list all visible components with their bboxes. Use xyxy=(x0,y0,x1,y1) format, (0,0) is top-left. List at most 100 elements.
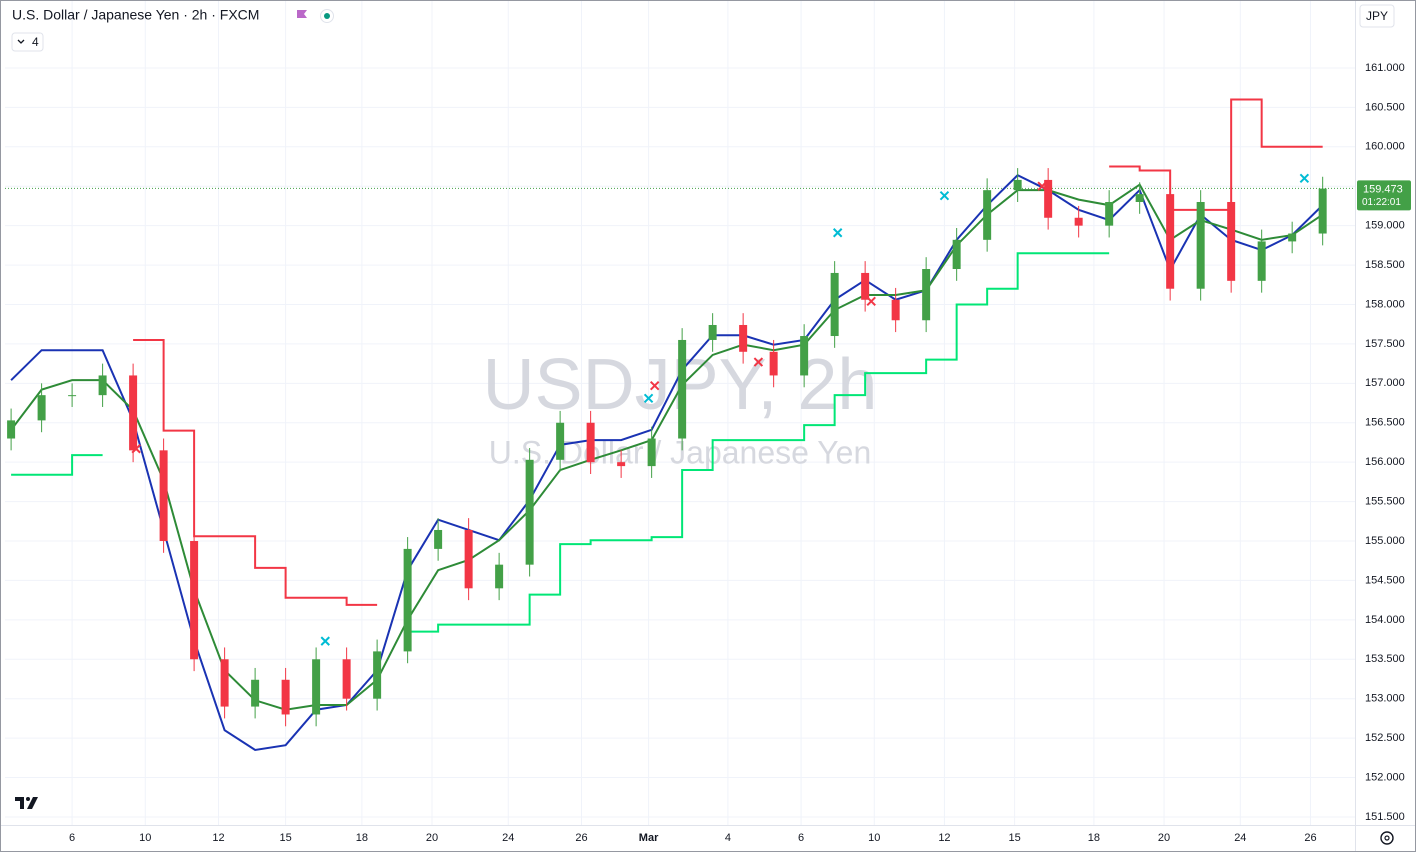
candle-body xyxy=(464,529,473,589)
y-tick-label: 154.500 xyxy=(1365,574,1405,586)
market-status[interactable] xyxy=(324,13,330,19)
moving-average xyxy=(10,173,1324,751)
candle-body xyxy=(1196,201,1205,289)
y-tick-label: 158.500 xyxy=(1365,259,1405,271)
y-tick-label: 153.000 xyxy=(1365,693,1405,705)
candle-body xyxy=(1318,188,1327,234)
x-tick-label: 15 xyxy=(279,832,291,844)
candle-body xyxy=(678,339,687,439)
signal-marker xyxy=(131,444,141,454)
signal-marker xyxy=(753,357,764,367)
candle-body xyxy=(525,459,534,565)
y-tick-label: 153.500 xyxy=(1365,653,1405,665)
gear-icon xyxy=(1380,831,1394,845)
candle-body xyxy=(373,651,382,699)
candle-body xyxy=(7,420,16,439)
y-tick-label: 160.500 xyxy=(1365,101,1405,113)
x-tick-label: 24 xyxy=(502,832,514,844)
y-tick-label: 158.000 xyxy=(1365,298,1405,310)
chevron-icon xyxy=(17,39,25,44)
candle-body xyxy=(312,659,321,715)
candle-body xyxy=(708,324,717,340)
y-tick-label: 151.500 xyxy=(1365,811,1405,823)
x-tick-label: 20 xyxy=(426,832,438,844)
symbol-title[interactable]: U.S. Dollar / Japanese Yen · 2h · FXCM xyxy=(12,7,259,23)
candle-body xyxy=(159,450,168,542)
x-tick-label: 20 xyxy=(1158,832,1170,844)
x-tick-label: 26 xyxy=(1304,832,1316,844)
band-line xyxy=(133,98,1323,606)
candle-body xyxy=(1074,217,1083,226)
candle-body xyxy=(129,375,138,451)
x-tick-label: 12 xyxy=(938,832,950,844)
indicator-count: 4 xyxy=(32,35,39,49)
signal-marker xyxy=(1037,181,1047,191)
candle-body xyxy=(891,299,900,321)
candle-body xyxy=(1105,201,1114,226)
signal-marker xyxy=(1299,173,1310,184)
candle-body xyxy=(37,395,46,421)
x-tick-label: 4 xyxy=(725,832,731,844)
candle-body xyxy=(952,239,961,270)
gear-center xyxy=(1384,835,1390,841)
candle-body xyxy=(617,462,626,467)
candle-body xyxy=(190,541,199,660)
candle-body xyxy=(251,679,260,707)
y-tick-label: 155.500 xyxy=(1365,495,1405,507)
x-tick-label: 6 xyxy=(69,832,75,844)
currency-button[interactable] xyxy=(1359,4,1395,28)
x-tick-label: 24 xyxy=(1234,832,1246,844)
legend-toggle[interactable] xyxy=(11,32,44,52)
y-tick-label: 156.500 xyxy=(1365,417,1405,429)
y-tick-label: 160.000 xyxy=(1365,141,1405,153)
y-tick-label: 157.500 xyxy=(1365,338,1405,350)
candle-body xyxy=(1135,194,1144,202)
y-tick-label: 154.000 xyxy=(1365,614,1405,626)
candle-body xyxy=(1288,233,1297,242)
settings-button[interactable] xyxy=(1380,831,1394,845)
x-tick-label: 12 xyxy=(212,832,224,844)
tradingview-logo[interactable] xyxy=(15,797,38,809)
currency-label: JPY xyxy=(1366,9,1388,23)
candle-body xyxy=(1044,179,1053,218)
signal-marker xyxy=(643,393,654,404)
axes: 151.500 152.000 152.500 153.000 153.500 154.0… xyxy=(69,62,1411,844)
candle-body xyxy=(281,679,290,715)
y-tick-label: 159.000 xyxy=(1365,220,1405,232)
candle-body xyxy=(1257,241,1266,281)
x-tick-label: 10 xyxy=(868,832,880,844)
candle-body xyxy=(830,272,839,337)
candle-body xyxy=(403,548,412,652)
y-tick-label: 155.000 xyxy=(1365,535,1405,547)
candle-body xyxy=(586,422,595,463)
logo-part xyxy=(27,797,38,809)
last-price-badge xyxy=(1357,180,1411,211)
y-tick-label: 152.500 xyxy=(1365,732,1405,744)
candle-body xyxy=(68,395,77,397)
candle-body xyxy=(98,375,107,396)
candle-body xyxy=(434,529,443,549)
x-tick-label: 6 xyxy=(798,832,804,844)
candle-body xyxy=(983,190,992,240)
x-tick-label: 18 xyxy=(356,832,368,844)
signal-marker xyxy=(866,296,876,307)
x-tick-label: Mar xyxy=(639,832,659,844)
candle-body xyxy=(495,564,504,589)
y-tick-label: 156.000 xyxy=(1365,456,1405,468)
status-ring xyxy=(320,9,334,23)
logo-part xyxy=(15,797,24,809)
candle-body xyxy=(769,351,778,376)
plot-area xyxy=(5,98,1355,751)
candle-body xyxy=(1013,179,1022,191)
signal-marker xyxy=(832,228,843,238)
flag-icon[interactable] xyxy=(297,10,307,18)
y-tick-label: 157.000 xyxy=(1365,377,1405,389)
x-tick-label: 10 xyxy=(139,832,151,844)
y-tick-label: 161.000 xyxy=(1365,62,1405,74)
signal-marker xyxy=(320,636,330,646)
candle-body xyxy=(739,324,748,352)
candle-body xyxy=(220,659,229,707)
last-price-label: 159.473 xyxy=(1363,183,1403,195)
candle-body xyxy=(1166,194,1175,289)
